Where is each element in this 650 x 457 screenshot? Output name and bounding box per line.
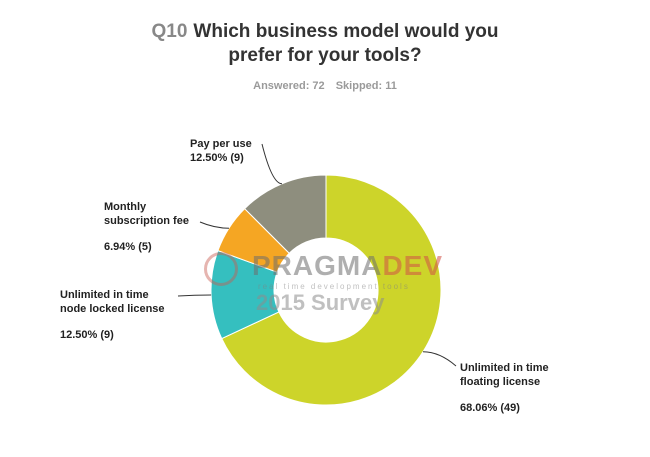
slice-label-percent: 12.50% (9) [190,152,244,164]
watermark-year: 2015 Survey [256,290,385,315]
slice-label-line2: floating license [460,376,541,388]
title-line-1: Which business model would you [193,21,499,42]
slice-label-percent: 68.06% (49) [460,402,520,414]
slices-group [210,174,442,406]
watermark: PRAGMADEV real time development tools 20… [200,246,470,326]
slice-floating [221,174,442,406]
slice-pay-per-use [243,174,327,254]
leader-line-floating [422,351,457,367]
question-number: Q10 [151,21,188,42]
slice-label-line2: subscription fee [104,215,189,227]
skipped-count: Skipped: 11 [335,80,397,92]
chart-title: Q10 Which business model would you prefer… [0,20,650,68]
slice-label-line1: Pay per use [190,138,252,150]
title-line-2: prefer for your tools? [228,45,422,66]
leader-lines-group [177,143,457,367]
slice-label-line1: Monthly [104,201,147,213]
slice-label-line1: Unlimited in time [460,362,549,374]
slice-label-line1: Unlimited in time [60,289,149,301]
answered-count: Answered: 72 [253,80,325,92]
watermark-tagline: real time development tools [258,282,410,291]
watermark-brand: PRAGMADEV [252,250,444,281]
leader-line-monthly [199,221,230,229]
leader-line-pay-per-use [261,143,283,185]
slice-label-node-locked: Unlimited in time node locked license 12… [60,288,165,342]
leader-line-node-locked [177,294,212,297]
slice-label-line2: node locked license [60,303,165,315]
slice-label-percent: 12.50% (9) [60,329,114,341]
response-stats: Answered: 72 Skipped: 11 [0,80,650,92]
slice-label-percent: 6.94% (5) [104,241,152,253]
watermark-logo-icon [204,252,238,286]
slice-label-monthly: Monthly subscription fee 6.94% (5) [104,200,189,254]
slice-label-floating: Unlimited in time floating license 68.06… [460,361,549,415]
slice-label-pay-per-use: Pay per use 12.50% (9) [190,137,252,165]
